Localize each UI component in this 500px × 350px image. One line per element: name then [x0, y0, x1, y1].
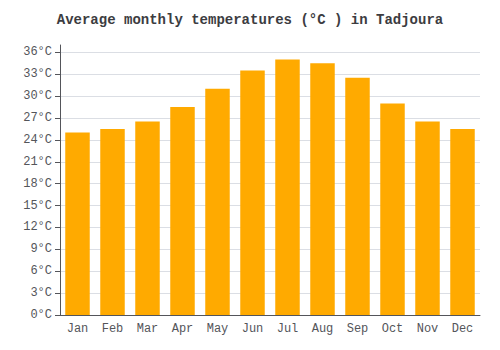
svg-text:May: May [207, 322, 229, 336]
svg-text:27°C: 27°C [23, 111, 52, 125]
svg-text:6°C: 6°C [30, 264, 52, 278]
svg-text:0°C: 0°C [30, 308, 52, 322]
svg-text:3°C: 3°C [30, 286, 52, 300]
svg-text:Aug: Aug [312, 322, 334, 336]
svg-text:Jun: Jun [242, 322, 264, 336]
svg-text:15°C: 15°C [23, 199, 52, 213]
svg-text:Jan: Jan [67, 322, 89, 336]
svg-text:Average monthly temperatures (: Average monthly temperatures (°C ) in Ta… [57, 12, 444, 28]
svg-text:24°C: 24°C [23, 133, 52, 147]
svg-text:36°C: 36°C [23, 45, 52, 59]
svg-text:Apr: Apr [172, 322, 194, 336]
svg-text:30°C: 30°C [23, 89, 52, 103]
svg-text:Oct: Oct [382, 322, 404, 336]
svg-text:Dec: Dec [452, 322, 474, 336]
svg-text:Jul: Jul [277, 322, 299, 336]
svg-text:12°C: 12°C [23, 220, 52, 234]
svg-text:9°C: 9°C [30, 242, 52, 256]
svg-text:Mar: Mar [137, 322, 159, 336]
svg-text:Nov: Nov [417, 322, 439, 336]
svg-text:18°C: 18°C [23, 177, 52, 191]
svg-text:Feb: Feb [102, 322, 124, 336]
svg-text:33°C: 33°C [23, 67, 52, 81]
svg-text:Sep: Sep [347, 322, 369, 336]
svg-text:21°C: 21°C [23, 155, 52, 169]
